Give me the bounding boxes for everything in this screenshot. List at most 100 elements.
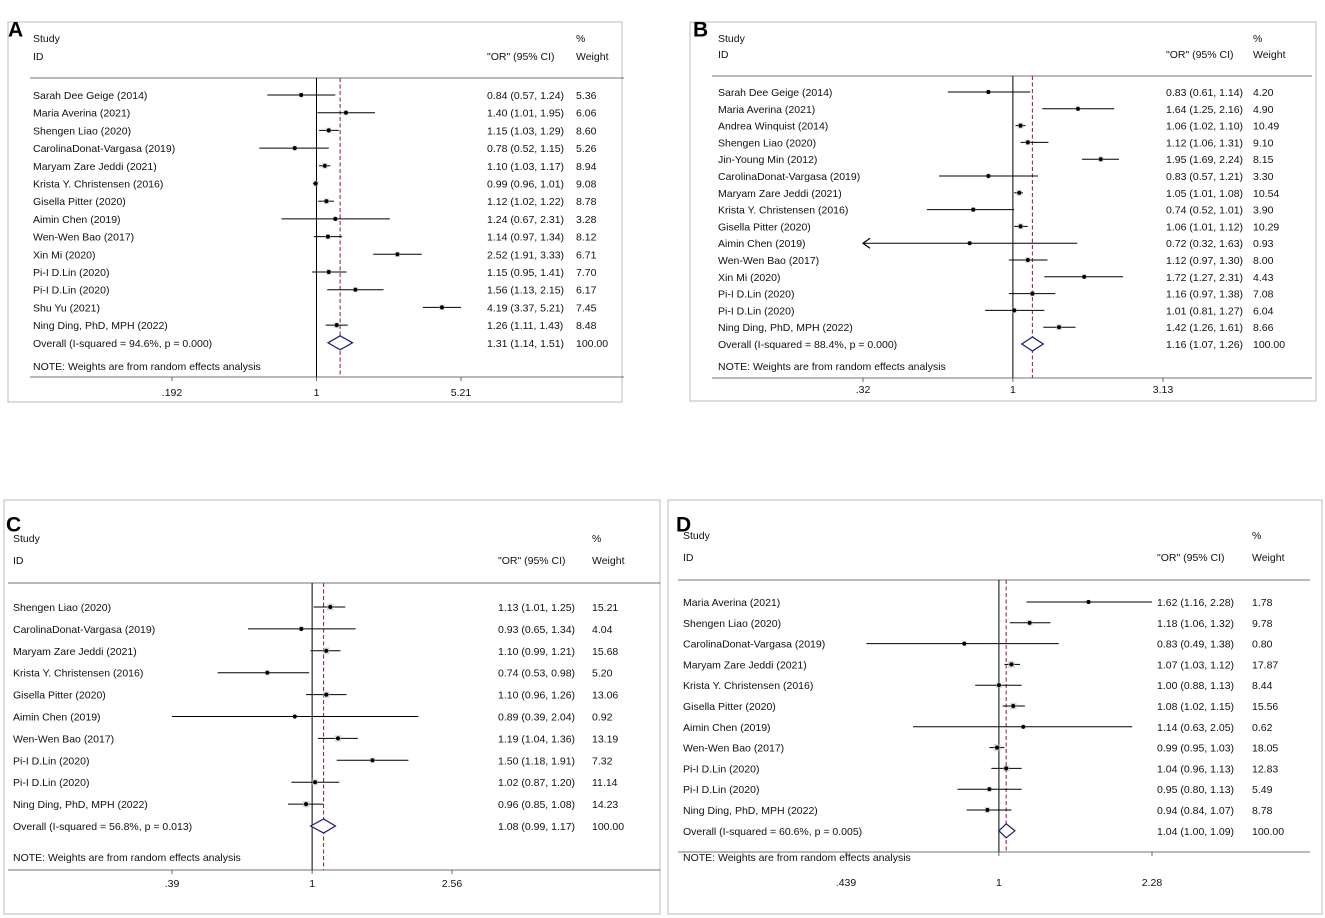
study-weight: 9.78: [1252, 618, 1273, 630]
study-weight: 12.83: [1252, 763, 1278, 775]
panel-frame: [7, 21, 623, 403]
study-name: Shengen Liao (2020): [683, 618, 781, 630]
study-name: Shengen Liao (2020): [13, 602, 111, 614]
point-estimate: [324, 692, 329, 697]
study-name: Ning Ding, PhD, MPH (2022): [683, 805, 818, 817]
x-tick-label: 1: [309, 878, 315, 890]
study-or-ci: 0.83 (0.57, 1.21): [1166, 171, 1243, 183]
point-estimate: [299, 92, 304, 98]
study-row: Ning Ding, PhD, MPH (2022) 1.26 (1.11, 1.…: [33, 320, 597, 332]
overall-weight: 100.00: [1252, 826, 1284, 838]
study-row: Ning Ding, PhD, MPH (2022) 1.42 (1.26, 1.…: [718, 322, 1274, 334]
overall-label: Overall (I-squared = 60.6%, p = 0.005): [683, 826, 862, 838]
point-estimate: [334, 323, 339, 328]
study-weight: 4.90: [1253, 104, 1274, 116]
study-or-ci: 0.74 (0.52, 1.01): [1166, 205, 1243, 217]
panel-letter: B: [693, 18, 708, 41]
study-row: Pi-I D.Lin (2020) 1.16 (0.97, 1.38) 7.08: [718, 289, 1274, 301]
study-or-ci: 1.24 (0.67, 2.31): [487, 214, 564, 226]
point-estimate: [967, 241, 972, 246]
overall-or-ci: 1.31 (1.14, 1.51): [487, 338, 564, 350]
study-or-ci: 0.99 (0.96, 1.01): [487, 179, 564, 191]
study-name: Shu Yu (2021): [33, 302, 100, 314]
point-estimate: [987, 787, 992, 792]
study-row: CarolinaDonat-Vargasa (2019) 0.83 (0.49, …: [683, 639, 1273, 651]
study-name: Aimin Chen (2019): [33, 214, 121, 226]
point-estimate: [335, 736, 341, 741]
study-name: Pi-I D.Lin (2020): [13, 755, 89, 767]
study-name: Krista Y. Christensen (2016): [33, 179, 163, 191]
study-name: Krista Y. Christensen (2016): [683, 680, 813, 692]
x-tick-label: 1: [1010, 384, 1016, 396]
header-id: ID: [13, 555, 24, 567]
study-row: Xin Mi (2020) 2.52 (1.91, 3.33) 6.71: [33, 249, 597, 261]
point-estimate: [971, 207, 976, 212]
point-estimate: [1012, 308, 1017, 313]
study-or-ci: 1.40 (1.01, 1.95): [487, 108, 564, 120]
study-row: Krista Y. Christensen (2016) 0.99 (0.96, …: [33, 179, 597, 191]
panel-letter: D: [676, 513, 691, 536]
header-percent: %: [1252, 530, 1261, 542]
weights-note: NOTE: Weights are from random effects an…: [13, 852, 241, 864]
study-row: Wen-Wen Bao (2017) 1.14 (0.97, 1.34) 8.12: [33, 232, 597, 244]
study-row: Xin Mi (2020) 1.72 (1.27, 2.31) 4.43: [718, 272, 1274, 284]
panel-letter: C: [6, 513, 21, 536]
study-or-ci: 1.42 (1.26, 1.61): [1166, 322, 1243, 334]
study-weight: 8.78: [576, 196, 597, 208]
study-or-ci: 1.72 (1.27, 2.31): [1166, 272, 1243, 284]
overall-label: Overall (I-squared = 94.6%, p = 0.000): [33, 338, 212, 350]
point-estimate: [1027, 620, 1032, 625]
study-row: Gisella Pitter (2020) 1.12 (1.02, 1.22) 8.…: [33, 196, 597, 208]
study-name: Pi-I D.Lin (2020): [33, 267, 109, 279]
study-name: Wen-Wen Bao (2017): [33, 232, 134, 244]
study-row: Maria Averina (2021) 1.64 (1.25, 2.16) 4.9…: [718, 104, 1274, 116]
header-study: Study: [33, 33, 61, 45]
study-name: Gisella Pitter (2020): [683, 701, 776, 713]
study-or-ci: 0.78 (0.52, 1.15): [487, 143, 564, 155]
ci-arrow-left: [861, 237, 871, 249]
point-estimate: [325, 234, 331, 239]
study-row: Ning Ding, PhD, MPH (2022) 0.96 (0.85, 1.…: [13, 799, 618, 811]
study-weight: 17.87: [1252, 659, 1278, 671]
study-weight: 9.08: [576, 179, 597, 191]
study-weight: 0.92: [592, 712, 613, 724]
study-or-ci: 1.06 (1.01, 1.12): [1166, 221, 1243, 233]
overall-or-ci: 1.04 (1.00, 1.09): [1157, 826, 1234, 838]
x-tick-label: .32: [856, 384, 871, 396]
study-weight: 6.04: [1253, 305, 1274, 317]
weights-note: NOTE: Weights are from random effects an…: [33, 361, 261, 373]
study-or-ci: 1.12 (1.06, 1.31): [1166, 137, 1243, 149]
point-estimate: [1086, 599, 1091, 605]
study-or-ci: 1.10 (0.99, 1.21): [498, 646, 575, 658]
header-weight: Weight: [1253, 49, 1286, 61]
study-row: Pi-I D.Lin (2020) 1.02 (0.87, 1.20) 11.14: [13, 777, 618, 789]
study-row: Sarah Dee Geige (2014) 0.84 (0.57, 1.24) 5…: [33, 90, 597, 102]
overall-weight: 100.00: [1253, 339, 1285, 351]
study-name: CarolinaDonat-Vargasa (2019): [33, 143, 175, 155]
study-weight: 13.19: [592, 733, 618, 745]
header-percent: %: [1253, 33, 1262, 45]
study-weight: 14.23: [592, 799, 618, 811]
study-or-ci: 1.13 (1.01, 1.25): [498, 602, 575, 614]
study-weight: 13.06: [592, 690, 618, 702]
point-estimate: [1098, 157, 1103, 162]
study-or-ci: 1.04 (0.96, 1.13): [1157, 763, 1234, 775]
study-weight: 8.94: [576, 161, 597, 173]
point-estimate: [1004, 766, 1009, 771]
study-or-ci: 1.19 (1.04, 1.36): [498, 733, 575, 745]
study-weight: 8.15: [1253, 154, 1274, 166]
study-row: Jin-Young Min (2012) 1.95 (1.69, 2.24) 8.1…: [718, 154, 1274, 166]
study-row: Wen-Wen Bao (2017) 1.12 (0.97, 1.30) 8.00: [718, 255, 1274, 267]
overall-or-ci: 1.16 (1.07, 1.26): [1166, 339, 1243, 351]
study-or-ci: 1.16 (0.97, 1.38): [1166, 289, 1243, 301]
point-estimate: [292, 146, 297, 151]
study-name: Pi-I D.Lin (2020): [718, 289, 794, 301]
point-estimate: [370, 758, 375, 763]
study-row: Maryam Zare Jeddi (2021) 1.07 (1.03, 1.12…: [683, 659, 1278, 671]
study-row: Pi-I D.Lin (2020) 1.56 (1.13, 2.15) 6.17: [33, 285, 597, 297]
study-or-ci: 1.08 (1.02, 1.15): [1157, 701, 1234, 713]
header-weight: Weight: [592, 555, 625, 567]
point-estimate: [353, 287, 358, 292]
study-weight: 0.93: [1253, 238, 1274, 250]
study-weight: 15.68: [592, 646, 618, 658]
